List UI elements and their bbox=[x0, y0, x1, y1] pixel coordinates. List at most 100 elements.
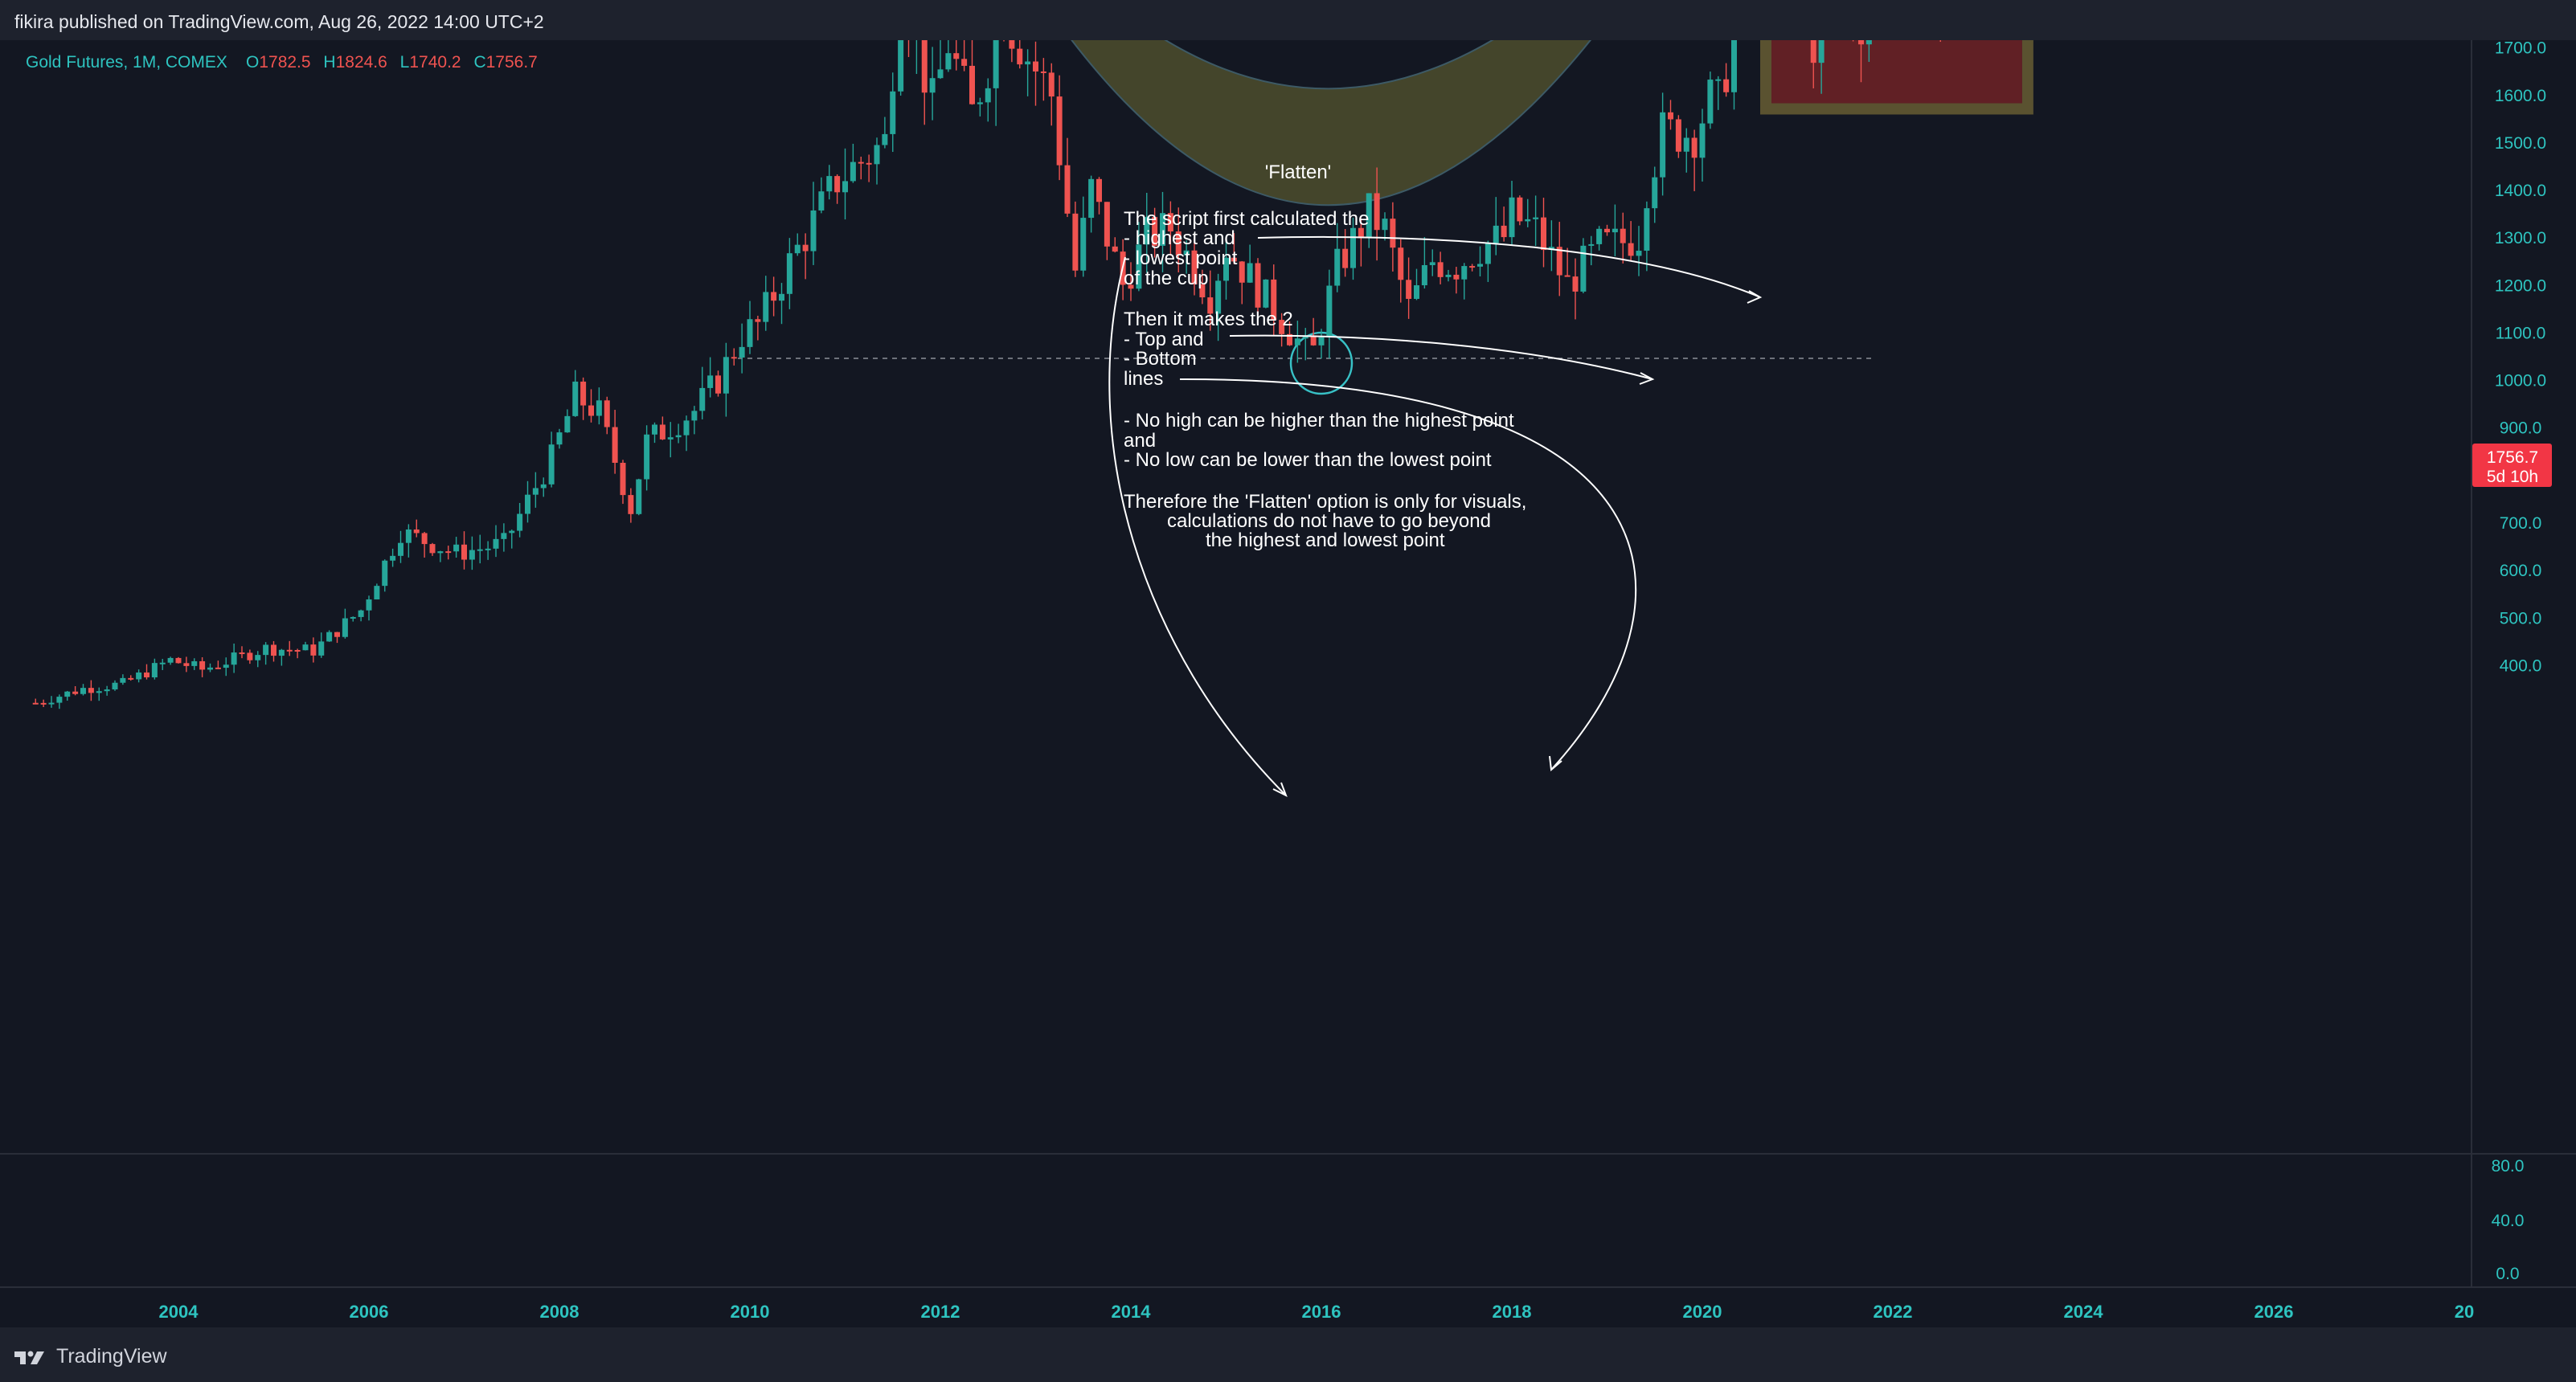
candle-body bbox=[32, 702, 39, 705]
price-tick: 1600.0 bbox=[2495, 87, 2546, 105]
candle-body bbox=[167, 657, 174, 663]
candle-body bbox=[707, 375, 714, 388]
candle-body bbox=[136, 672, 142, 680]
legend-open-label: O bbox=[246, 53, 259, 72]
lower-pane-tick: 80.0 bbox=[2492, 1157, 2525, 1176]
candle-body bbox=[1287, 333, 1292, 346]
tradingview-logo[interactable]: TradingView bbox=[14, 1345, 167, 1368]
annotation-line: calculations do not have to go beyond bbox=[1167, 510, 1491, 532]
candle-body bbox=[199, 660, 206, 670]
candle-body bbox=[858, 162, 864, 164]
annotation-line: Then it makes the 2 bbox=[1124, 309, 1293, 330]
candle-body bbox=[40, 702, 47, 705]
candle-body bbox=[1096, 178, 1102, 202]
candle-body bbox=[421, 533, 428, 545]
candle-body bbox=[1263, 279, 1269, 308]
candle-body bbox=[501, 533, 507, 539]
range-box[interactable] bbox=[1760, 40, 2033, 115]
candle-body bbox=[1080, 218, 1087, 271]
candle-body bbox=[183, 663, 190, 666]
candle-body bbox=[1429, 262, 1435, 265]
candle-body bbox=[1374, 193, 1380, 231]
candle-body bbox=[945, 53, 952, 70]
candle-body bbox=[294, 650, 301, 652]
candle-body bbox=[1326, 285, 1333, 337]
candle-body bbox=[1556, 247, 1562, 276]
candle-body bbox=[429, 544, 436, 554]
candle-body bbox=[96, 691, 102, 693]
candle-body bbox=[72, 691, 79, 694]
time-tick: 2016 bbox=[1302, 1302, 1341, 1322]
candle-body bbox=[1421, 264, 1427, 286]
candle-body bbox=[953, 53, 960, 59]
candle-body bbox=[1128, 284, 1134, 289]
candle-body bbox=[1112, 246, 1118, 252]
candle-body bbox=[723, 357, 729, 394]
candle-body bbox=[104, 689, 110, 692]
annotation-line: of the cup bbox=[1124, 268, 1208, 289]
candle-body bbox=[1025, 61, 1031, 65]
candle-body bbox=[636, 479, 642, 514]
annotation-line: the highest and lowest point bbox=[1206, 529, 1445, 551]
price-axis[interactable]: 2600.02500.02400.02300.02200.02100.02000… bbox=[2492, 40, 2547, 1283]
lower-pane-tick: 0.0 bbox=[2496, 1265, 2519, 1283]
candle-body bbox=[1072, 213, 1079, 271]
candle-body bbox=[1223, 257, 1229, 281]
candle-body bbox=[1160, 213, 1165, 246]
candle-body bbox=[588, 405, 594, 416]
candle-body bbox=[286, 649, 293, 652]
candle-body bbox=[715, 375, 721, 394]
candle-body bbox=[398, 542, 403, 556]
time-tick: 2024 bbox=[2064, 1302, 2104, 1322]
annotation-title: 'Flatten' bbox=[1265, 162, 1332, 183]
candle-body bbox=[1310, 335, 1317, 346]
candle-body bbox=[437, 551, 444, 554]
candle-body bbox=[207, 667, 213, 670]
candle-body bbox=[1509, 197, 1515, 238]
candle-body bbox=[763, 292, 769, 322]
candle-body bbox=[413, 529, 420, 534]
candle-body bbox=[1406, 280, 1412, 299]
candle-body bbox=[898, 40, 904, 92]
gold-futures-chart[interactable]: Gold Futures, 1M, COMEX O1782.5 H1824.6 … bbox=[0, 40, 2576, 1327]
candle-body bbox=[834, 176, 841, 193]
candle-body bbox=[1437, 262, 1444, 277]
candle-body bbox=[159, 662, 166, 664]
legend-symbol: Gold Futures, 1M, COMEX bbox=[26, 53, 227, 72]
candle-body bbox=[239, 652, 245, 655]
candle-body bbox=[1612, 228, 1618, 233]
candle-body bbox=[112, 682, 118, 690]
annotation-line: and bbox=[1124, 430, 1156, 452]
candle-body bbox=[1541, 217, 1546, 251]
annotation-line: Therefore the 'Flatten' option is only f… bbox=[1124, 491, 1526, 513]
annotation-line: - highest and bbox=[1124, 227, 1235, 249]
candle-body bbox=[1644, 208, 1650, 251]
time-tick: 2004 bbox=[159, 1302, 199, 1322]
legend-low-label: L bbox=[400, 53, 410, 72]
candle-body bbox=[1493, 225, 1499, 243]
candle-body bbox=[1088, 178, 1095, 219]
legend-ohlc: O1782.5 H1824.6 L1740.2 C1756.7 bbox=[246, 53, 538, 72]
candle-body bbox=[1056, 96, 1063, 166]
candle-body bbox=[1231, 257, 1237, 262]
candle-body bbox=[1350, 227, 1356, 268]
candle-body bbox=[390, 555, 396, 561]
candle-body bbox=[882, 133, 888, 145]
candle-body bbox=[1215, 280, 1222, 314]
annotation-line: The script first calculated the bbox=[1124, 208, 1369, 230]
candle-body bbox=[842, 181, 848, 193]
candle-body bbox=[747, 319, 753, 347]
candles bbox=[32, 40, 1941, 709]
candle-body bbox=[620, 462, 626, 496]
candle-body bbox=[271, 644, 276, 656]
candle-body bbox=[1207, 297, 1214, 314]
time-tick: 2020 bbox=[1683, 1302, 1722, 1322]
candle-body bbox=[191, 660, 198, 666]
candle-body bbox=[469, 550, 475, 560]
candle-body bbox=[667, 437, 674, 440]
price-tick: 600.0 bbox=[2500, 562, 2542, 580]
candle-body bbox=[1199, 284, 1206, 298]
candle-body bbox=[1723, 79, 1730, 92]
time-tick: 2014 bbox=[1112, 1302, 1152, 1322]
time-axis[interactable]: 2004 2006 2008 2010 2012 2014 2016 2018 2020 2022… bbox=[159, 1302, 2475, 1322]
